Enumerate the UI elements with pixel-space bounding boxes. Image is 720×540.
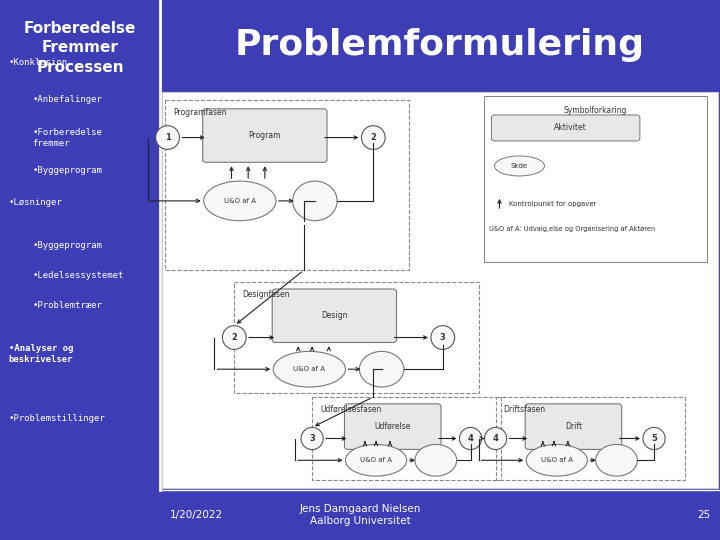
Bar xyxy=(234,282,479,393)
Text: Drift: Drift xyxy=(565,422,582,431)
Text: Symbolforkaring: Symbolforkaring xyxy=(564,106,627,115)
Circle shape xyxy=(643,428,665,450)
Text: 2: 2 xyxy=(231,333,237,342)
Ellipse shape xyxy=(204,181,276,221)
Text: •Analyser og
beskrivelser: •Analyser og beskrivelser xyxy=(9,343,73,364)
Ellipse shape xyxy=(495,156,544,176)
Text: Programfasen: Programfasen xyxy=(173,108,226,117)
Bar xyxy=(495,397,685,480)
Text: Aktivitet: Aktivitet xyxy=(554,124,587,132)
FancyBboxPatch shape xyxy=(492,115,640,141)
Ellipse shape xyxy=(415,444,456,476)
Text: 4: 4 xyxy=(492,434,498,443)
Text: Designfasen: Designfasen xyxy=(242,290,289,299)
Bar xyxy=(165,100,410,270)
Bar xyxy=(485,96,707,262)
Circle shape xyxy=(431,326,454,349)
Text: •Ledelsessystemet: •Ledelsessystemet xyxy=(32,271,124,280)
Ellipse shape xyxy=(346,444,407,476)
FancyBboxPatch shape xyxy=(344,404,441,449)
Text: 1/20/2022: 1/20/2022 xyxy=(170,510,223,520)
Bar xyxy=(0,490,720,540)
Text: Udførelsesfasen: Udførelsesfasen xyxy=(320,405,382,414)
Text: •Anbefalinger: •Anbefalinger xyxy=(32,96,102,104)
Text: U&O af A: U&O af A xyxy=(293,366,325,372)
Text: •Problemstillinger: •Problemstillinger xyxy=(9,414,105,423)
Circle shape xyxy=(222,326,246,349)
Ellipse shape xyxy=(292,181,337,221)
Text: •Forberedelse
fremmer: •Forberedelse fremmer xyxy=(32,127,102,148)
Text: Design: Design xyxy=(321,311,348,320)
Text: 1: 1 xyxy=(165,133,171,142)
Text: 25: 25 xyxy=(697,510,710,520)
Text: Driftsfasen: Driftsfasen xyxy=(503,405,546,414)
Text: U&O af A: U&O af A xyxy=(541,457,573,463)
Ellipse shape xyxy=(359,352,404,387)
Bar xyxy=(312,397,501,480)
FancyBboxPatch shape xyxy=(203,109,327,163)
Text: •Konklusion: •Konklusion xyxy=(9,58,68,66)
Text: 4: 4 xyxy=(468,434,474,443)
Circle shape xyxy=(156,126,179,150)
FancyBboxPatch shape xyxy=(272,289,397,342)
Bar xyxy=(162,92,718,488)
Ellipse shape xyxy=(595,444,637,476)
Text: 3: 3 xyxy=(310,434,315,443)
Text: Udførelse: Udførelse xyxy=(374,422,411,431)
Text: Program: Program xyxy=(248,131,281,140)
FancyBboxPatch shape xyxy=(525,404,621,449)
Text: •Løsninger: •Løsninger xyxy=(9,198,63,207)
Text: 5: 5 xyxy=(651,434,657,443)
Text: Jens Damgaard Nielsen
Aalborg Universitet: Jens Damgaard Nielsen Aalborg Universite… xyxy=(300,504,420,526)
Text: •Problemtræer: •Problemtræer xyxy=(32,301,102,309)
Text: •Byggeprogram: •Byggeprogram xyxy=(32,166,102,174)
Circle shape xyxy=(459,428,482,450)
Text: Forberedelse
Fremmer
Processen: Forberedelse Fremmer Processen xyxy=(24,21,136,75)
Text: U&O af A: U&O af A xyxy=(224,198,256,204)
Text: U&O af A: U&O af A xyxy=(360,457,392,463)
Text: 3: 3 xyxy=(440,333,446,342)
Ellipse shape xyxy=(273,352,346,387)
Text: Kontrolpunkt for opgaver: Kontrolpunkt for opgaver xyxy=(510,201,597,207)
Circle shape xyxy=(301,428,323,450)
Circle shape xyxy=(361,126,385,150)
Circle shape xyxy=(485,428,507,450)
Text: Problemformulering: Problemformulering xyxy=(235,28,645,62)
Text: U&O af A: Udvalg,else og Organisering af Aktøren: U&O af A: Udvalg,else og Organisering af… xyxy=(490,226,656,232)
Text: •Byggeprogram: •Byggeprogram xyxy=(32,241,102,250)
Ellipse shape xyxy=(526,444,588,476)
Text: 2: 2 xyxy=(370,133,377,142)
Text: Skde: Skde xyxy=(511,163,528,169)
